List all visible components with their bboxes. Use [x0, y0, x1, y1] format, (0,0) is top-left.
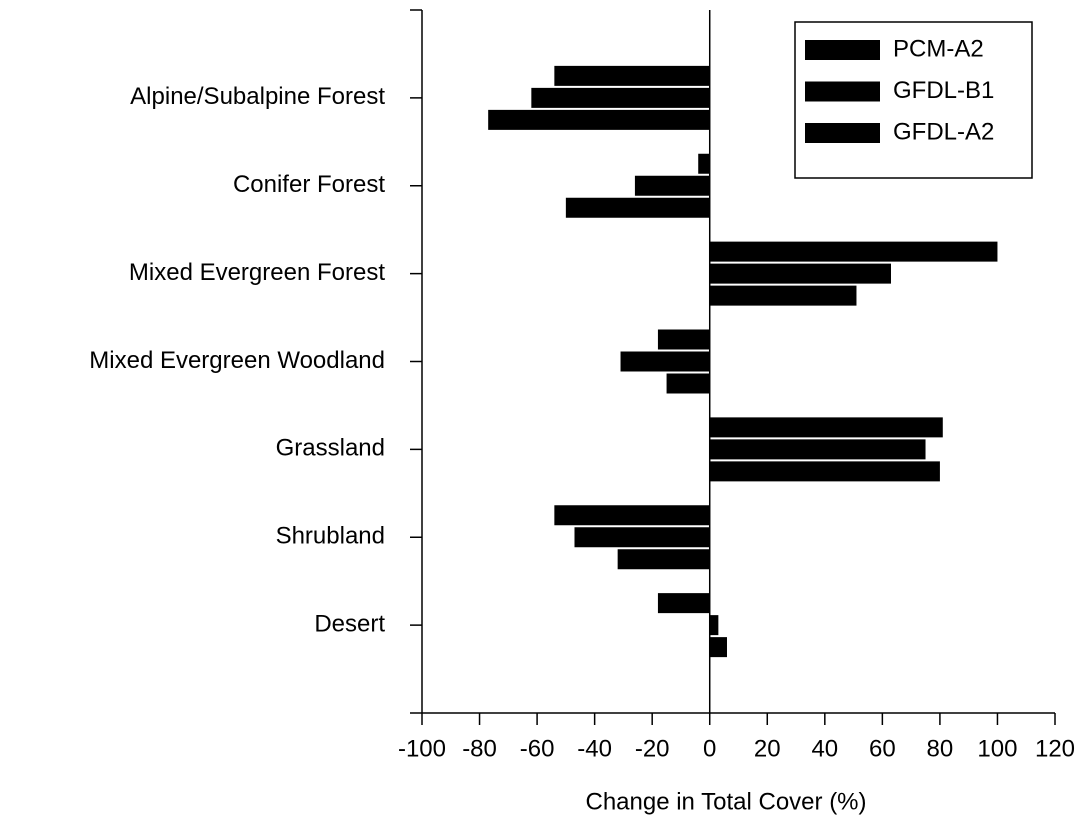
bar [709, 263, 891, 284]
legend-swatch [805, 40, 880, 60]
x-tick-label: -80 [462, 735, 497, 762]
x-tick-label: 20 [754, 735, 781, 762]
x-tick-label: -100 [398, 735, 446, 762]
legend-label: GFDL-A2 [893, 118, 994, 145]
legend-label: GFDL-B1 [893, 77, 994, 104]
y-tick-label: Alpine/Subalpine Forest [130, 83, 385, 110]
bar [709, 615, 719, 636]
bar [657, 593, 710, 614]
y-tick-label: Desert [314, 610, 385, 637]
bar [554, 65, 710, 86]
x-tick-label: 120 [1035, 735, 1075, 762]
bar [574, 527, 710, 548]
bar [531, 87, 710, 108]
bar [709, 439, 926, 460]
x-tick-label: -40 [577, 735, 612, 762]
bar [565, 197, 710, 218]
y-tick-label: Conifer Forest [233, 171, 385, 198]
y-tick-label: Mixed Evergreen Woodland [89, 347, 385, 374]
bar [634, 175, 710, 196]
legend-label: PCM-A2 [893, 35, 984, 62]
bar [488, 109, 710, 130]
bar [666, 373, 710, 394]
x-tick-label: -60 [520, 735, 555, 762]
bar [709, 241, 998, 262]
bar [657, 329, 710, 350]
bar [709, 285, 857, 306]
bar [698, 153, 710, 174]
bar [709, 417, 943, 438]
legend-swatch [805, 81, 880, 102]
x-tick-label: 0 [703, 735, 716, 762]
bar [709, 461, 940, 482]
bar [617, 549, 710, 570]
bar [620, 351, 710, 372]
x-tick-label: -20 [635, 735, 670, 762]
x-tick-label: 100 [977, 735, 1017, 762]
legend-swatch [805, 123, 880, 143]
bar [554, 505, 710, 526]
y-tick-label: Mixed Evergreen Forest [129, 259, 385, 286]
y-tick-label: Shrubland [276, 523, 385, 550]
y-tick-label: Grassland [276, 435, 385, 462]
x-tick-label: 80 [927, 735, 954, 762]
bar [709, 637, 727, 658]
x-tick-label: 60 [869, 735, 896, 762]
x-axis-title: Change in Total Cover (%) [585, 788, 866, 815]
x-tick-label: 40 [811, 735, 838, 762]
